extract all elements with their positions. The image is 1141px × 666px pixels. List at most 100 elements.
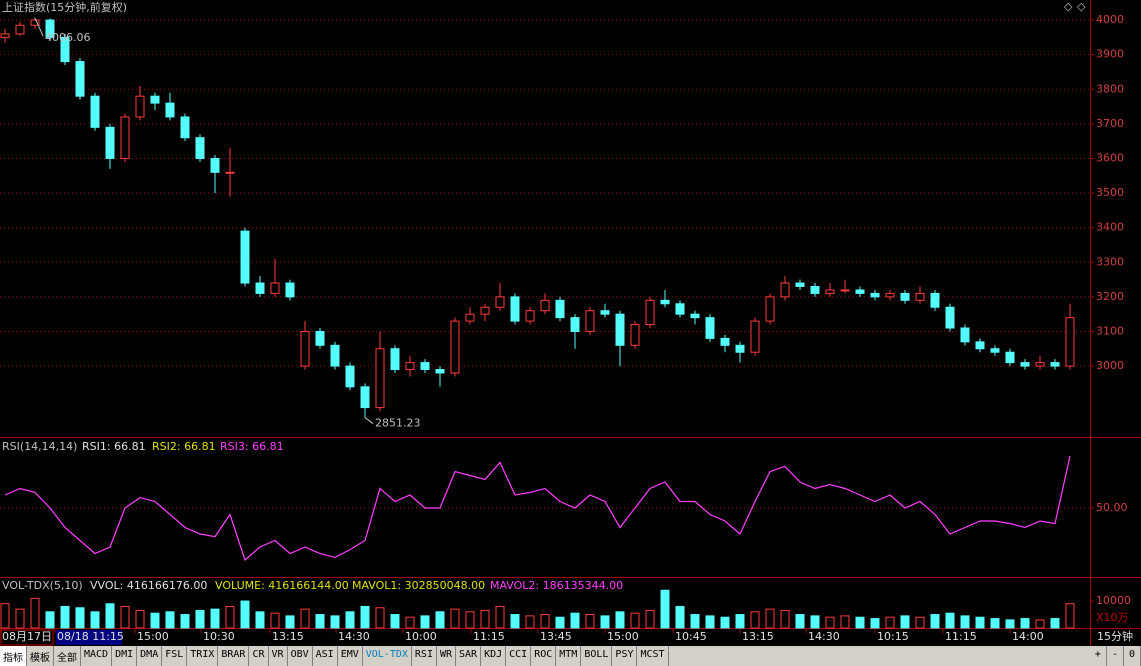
volume-bar bbox=[930, 614, 940, 629]
candle-body bbox=[240, 230, 250, 284]
volume-bar bbox=[960, 615, 970, 629]
candle-body bbox=[180, 116, 190, 139]
tab[interactable]: DMA bbox=[137, 646, 163, 666]
volume-bar bbox=[525, 615, 535, 629]
volume-bar bbox=[570, 612, 580, 629]
icon[interactable]: ◇ bbox=[1077, 0, 1086, 13]
candle-body bbox=[675, 303, 685, 315]
volume-bar bbox=[480, 609, 490, 629]
volume-bar bbox=[375, 607, 385, 629]
tab[interactable]: BOLL bbox=[581, 646, 613, 666]
candle-body bbox=[660, 299, 670, 305]
volume-bar bbox=[300, 608, 310, 629]
chart-title: 上证指数(15分钟,前复权) bbox=[2, 0, 127, 14]
volume-bar bbox=[105, 603, 115, 629]
tab[interactable]: BRAR bbox=[218, 646, 250, 666]
volume-bar bbox=[0, 603, 10, 629]
volume-bar bbox=[495, 605, 505, 629]
tab[interactable]: ASI bbox=[313, 646, 338, 666]
tab[interactable]: MTM bbox=[556, 646, 582, 666]
volume-bar bbox=[1065, 603, 1075, 629]
volume-bar bbox=[630, 612, 640, 629]
vol-header: VOLUME: 416166144.00 bbox=[215, 579, 349, 592]
tab[interactable]: PSY bbox=[612, 646, 638, 666]
time-label: 08月17日 bbox=[2, 630, 52, 643]
candle-body bbox=[150, 95, 160, 104]
control-button[interactable]: + bbox=[1090, 646, 1107, 666]
time-label: 13:45 bbox=[540, 630, 572, 643]
tab[interactable]: CCI bbox=[506, 646, 532, 666]
candle-body bbox=[750, 320, 760, 353]
candle-body bbox=[735, 344, 745, 353]
tab[interactable]: KDJ bbox=[481, 646, 507, 666]
volume-bar bbox=[645, 609, 655, 629]
y-tick-label: 3300 bbox=[1096, 255, 1124, 268]
tab[interactable]: OBV bbox=[288, 646, 313, 666]
time-label: 10:00 bbox=[405, 630, 437, 643]
candle-body bbox=[135, 95, 145, 118]
tab[interactable]: SAR bbox=[456, 646, 482, 666]
candle-body bbox=[60, 36, 70, 63]
candle-body bbox=[945, 306, 955, 329]
tab[interactable]: FSL bbox=[162, 646, 188, 666]
tab[interactable]: MACD bbox=[81, 646, 113, 666]
volume-bar bbox=[285, 615, 295, 629]
period-box[interactable] bbox=[1091, 629, 1141, 646]
candle-body bbox=[0, 33, 10, 38]
tab[interactable]: ROC bbox=[531, 646, 557, 666]
candle-body bbox=[165, 102, 175, 118]
tab[interactable]: RSI bbox=[412, 646, 437, 666]
volume-bar bbox=[885, 616, 895, 629]
candle-body bbox=[1065, 317, 1075, 367]
volume-bar bbox=[915, 616, 925, 629]
tab[interactable]: 全部 bbox=[54, 646, 81, 666]
volume-bar bbox=[165, 611, 175, 629]
volume-bar bbox=[120, 605, 130, 629]
rsi-header: RSI(14,14,14) bbox=[2, 440, 77, 453]
candle-body bbox=[585, 310, 595, 332]
y-tick-label: 3400 bbox=[1096, 221, 1124, 234]
tab[interactable]: DMI bbox=[112, 646, 138, 666]
tab[interactable]: TRIX bbox=[187, 646, 219, 666]
vol-header: VOL-TDX(5,10) bbox=[2, 579, 83, 592]
candle-body bbox=[315, 330, 325, 346]
tab[interactable]: 模板 bbox=[27, 646, 54, 666]
volume-bar bbox=[330, 615, 340, 629]
icon[interactable]: ◇ bbox=[1064, 0, 1073, 13]
candle-body bbox=[405, 362, 415, 371]
volume-bar bbox=[390, 614, 400, 629]
time-label-box bbox=[0, 629, 54, 646]
candle-body bbox=[525, 310, 535, 322]
tab[interactable]: EMV bbox=[338, 646, 363, 666]
tab[interactable]: WR bbox=[437, 646, 457, 666]
candle-body bbox=[645, 299, 655, 326]
candle-body bbox=[75, 61, 85, 97]
tab[interactable]: 指标 bbox=[0, 646, 27, 666]
tab[interactable]: VOL-TDX bbox=[363, 646, 412, 666]
candle-body bbox=[480, 306, 490, 315]
control-button[interactable]: - bbox=[1107, 646, 1124, 666]
volume-bar bbox=[750, 611, 760, 629]
control-button[interactable]: 0 bbox=[1124, 646, 1141, 666]
tab[interactable]: VR bbox=[269, 646, 288, 666]
volume-bar bbox=[255, 611, 265, 629]
time-label: 13:15 bbox=[742, 630, 774, 643]
candle-body bbox=[510, 296, 520, 322]
volume-bar bbox=[825, 616, 835, 629]
tab[interactable]: CR bbox=[249, 646, 269, 666]
candle-body bbox=[120, 116, 130, 159]
period[interactable]: 15分钟 bbox=[1097, 629, 1133, 643]
candle-body bbox=[270, 282, 280, 294]
y-tick-label: 4000 bbox=[1096, 13, 1124, 26]
y-tick-label: 3000 bbox=[1096, 359, 1124, 372]
time-label: 14:00 bbox=[1012, 630, 1044, 643]
candle-body bbox=[45, 19, 55, 38]
candle-body bbox=[435, 369, 445, 374]
low-label: 2851.23 bbox=[375, 417, 421, 430]
tab[interactable]: MCST bbox=[637, 646, 669, 666]
volume-bar bbox=[360, 605, 370, 629]
volume-bar bbox=[435, 611, 445, 629]
candle-body bbox=[720, 337, 730, 346]
candle-body bbox=[390, 348, 400, 371]
